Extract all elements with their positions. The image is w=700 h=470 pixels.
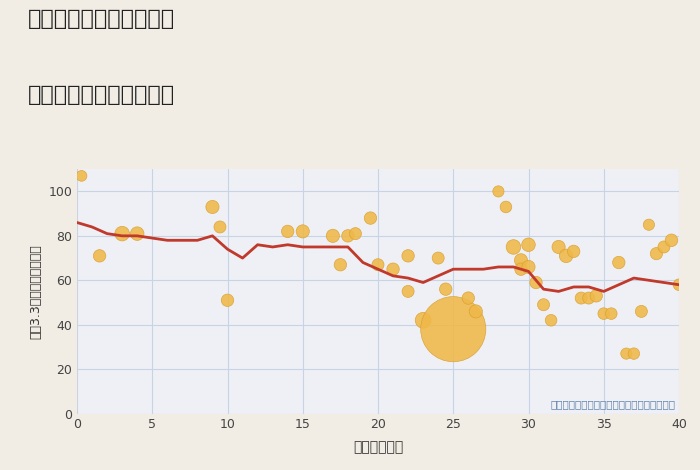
Point <box>132 230 143 237</box>
Point <box>500 203 512 211</box>
Point <box>613 259 624 266</box>
Text: 奈良県奈良市帝塚山南の: 奈良県奈良市帝塚山南の <box>28 9 175 30</box>
Text: 円の大きさは、取引のあった物件面積を示す: 円の大きさは、取引のあった物件面積を示す <box>551 399 676 409</box>
Point <box>365 214 376 222</box>
Point <box>388 266 399 273</box>
Point <box>606 310 617 317</box>
Point <box>621 350 632 357</box>
Point <box>297 227 308 235</box>
Point <box>417 316 428 324</box>
Point <box>591 292 602 299</box>
Point <box>402 252 414 259</box>
Point <box>515 257 526 264</box>
Point <box>463 294 474 302</box>
Point <box>658 243 669 251</box>
Point <box>643 221 655 228</box>
Point <box>561 252 572 259</box>
Point <box>402 288 414 295</box>
Point <box>523 263 534 271</box>
Point <box>470 308 482 315</box>
Point <box>94 252 105 259</box>
Point <box>508 243 519 251</box>
Point <box>523 241 534 249</box>
Point <box>538 301 549 308</box>
Point <box>583 294 594 302</box>
Point <box>372 261 384 268</box>
Point <box>598 310 609 317</box>
Point <box>214 223 225 231</box>
Point <box>545 316 557 324</box>
Point <box>335 261 346 268</box>
Point <box>448 325 459 333</box>
Point <box>350 230 361 237</box>
Point <box>207 203 218 211</box>
Point <box>553 243 564 251</box>
Point <box>493 188 504 195</box>
Y-axis label: 坪（3.3㎡）単価（万円）: 坪（3.3㎡）単価（万円） <box>29 244 43 339</box>
Text: 築年数別中古戸建て価格: 築年数別中古戸建て価格 <box>28 85 175 105</box>
Point <box>568 248 580 255</box>
Point <box>629 350 640 357</box>
Point <box>433 254 444 262</box>
Point <box>76 172 87 180</box>
Point <box>440 285 452 293</box>
Point <box>342 232 354 240</box>
Point <box>531 279 542 286</box>
Point <box>673 281 685 289</box>
Point <box>282 227 293 235</box>
Point <box>222 297 233 304</box>
Point <box>116 230 128 237</box>
X-axis label: 築年数（年）: 築年数（年） <box>353 440 403 454</box>
Point <box>328 232 339 240</box>
Point <box>636 308 647 315</box>
Point <box>666 236 677 244</box>
Point <box>651 250 662 258</box>
Point <box>515 266 526 273</box>
Point <box>575 294 587 302</box>
